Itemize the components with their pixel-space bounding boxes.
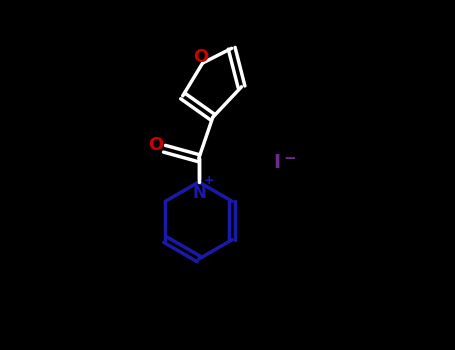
Text: N: N xyxy=(193,184,207,202)
Text: I: I xyxy=(273,153,280,172)
Text: +: + xyxy=(203,174,214,187)
Text: O: O xyxy=(193,48,208,66)
Text: O: O xyxy=(148,136,163,154)
Text: −: − xyxy=(283,151,296,166)
